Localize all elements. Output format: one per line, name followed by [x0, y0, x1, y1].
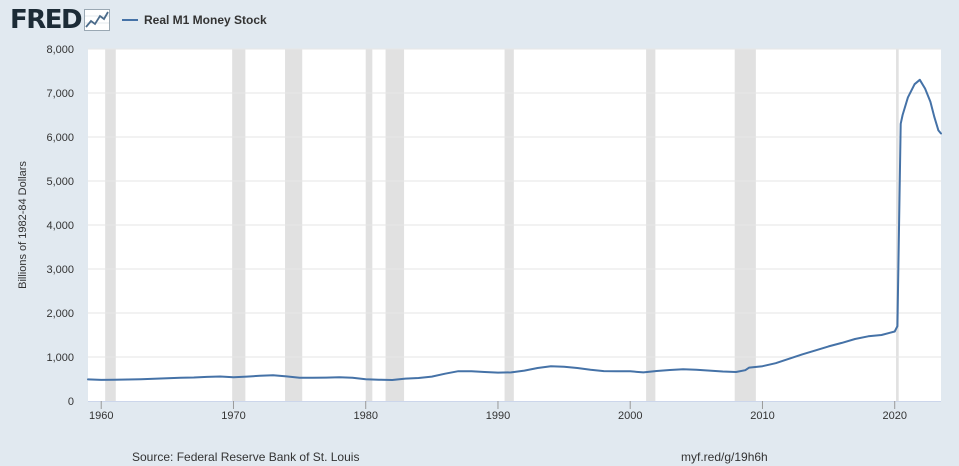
series-group[interactable] — [87, 78, 942, 381]
x-tick-label: 1980 — [353, 410, 377, 422]
y-tick-label: 7,000 — [46, 88, 74, 100]
chart-header: FRED Real M1 Money Stock — [0, 0, 959, 40]
y-tick-label: 6,000 — [46, 132, 74, 144]
legend-label: Real M1 Money Stock — [144, 13, 267, 27]
y-tick-label: 5,000 — [46, 176, 74, 188]
y-axis-ticks: 0 1,000 2,000 3,000 4,000 5,000 6,000 7,000 8,00… — [46, 44, 74, 408]
gridlines-group — [88, 48, 941, 358]
fred-logo[interactable]: FRED — [10, 5, 111, 35]
fred-logo-text: FRED — [10, 5, 83, 35]
x-tick-label: 2000 — [618, 410, 642, 422]
x-tick-label: 2020 — [882, 410, 906, 422]
x-tick-label: 1990 — [486, 410, 510, 422]
series-line[interactable] — [87, 78, 942, 381]
x-tick-label: 2010 — [750, 410, 774, 422]
y-tick-label: 4,000 — [46, 220, 74, 232]
x-tick-label: 1960 — [89, 410, 113, 422]
source-credit: Source: Federal Reserve Bank of St. Loui… — [132, 450, 360, 464]
x-tick-label: 1970 — [221, 410, 245, 422]
x-axis-ticks: 1960 1970 1980 1990 2000 2010 2020 — [88, 401, 941, 422]
chart-legend: Real M1 Money Stock — [122, 12, 267, 28]
line-graph-icon — [84, 9, 111, 31]
y-tick-label: 8,000 — [46, 44, 74, 56]
y-tick-label: 2,000 — [46, 308, 74, 320]
y-axis-title: Billions of 1982-84 Dollars — [17, 161, 29, 289]
y-tick-label: 1,000 — [46, 352, 74, 364]
legend-line-swatch — [122, 19, 138, 21]
y-tick-label: 3,000 — [46, 264, 74, 276]
y-tick-label: 0 — [68, 396, 74, 408]
short-link[interactable]: myf.red/g/19h6h — [681, 450, 768, 464]
